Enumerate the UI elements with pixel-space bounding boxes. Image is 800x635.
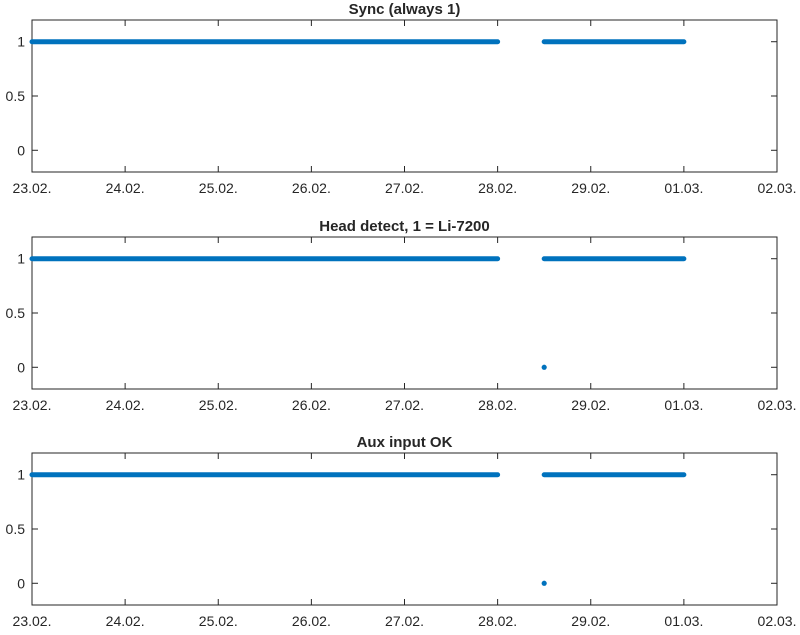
x-tick-label: 27.02. [385,613,424,629]
chart-panel-2: Head detect, 1 = Li-7200 23.02. 24.02. 25.0… [6,218,797,413]
y-tick-label: 1 [17,34,25,50]
x-tick-label: 25.02. [199,180,238,196]
x-tick-label: 24.02. [106,613,145,629]
chart-title: Head detect, 1 = Li-7200 [319,218,490,235]
x-tick-label: 26.02. [292,180,331,196]
y-tick-label: 0.5 [6,305,26,321]
data-point [541,580,547,586]
x-tick-label: 01.03. [664,180,703,196]
y-tick-label: 0.5 [6,521,26,537]
x-tick-label: 23.02. [13,180,52,196]
x-tick-label: 23.02. [13,397,52,413]
x-tick-label: 02.03. [758,613,797,629]
x-tick-label: 26.02. [292,397,331,413]
x-tick-label: 29.02. [571,180,610,196]
x-tick-label: 26.02. [292,613,331,629]
y-tick-label: 1 [17,251,25,267]
x-tick-label: 02.03. [758,397,797,413]
x-tick-label: 29.02. [571,397,610,413]
y-tick-label: 0.5 [6,88,26,104]
x-tick-label: 02.03. [758,180,797,196]
x-tick-label: 01.03. [664,397,703,413]
x-tick-label: 24.02. [106,180,145,196]
x-tick-label: 01.03. [664,613,703,629]
x-tick-label: 25.02. [199,613,238,629]
x-tick-label: 27.02. [385,180,424,196]
data-point [541,364,547,370]
x-tick-label: 24.02. [106,397,145,413]
chart-panel-1: Sync (always 1) 23.02. 24.02. 25.02. 26.02. 2… [6,1,797,196]
x-tick-label: 28.02. [478,613,517,629]
y-tick-label: 0 [17,142,25,158]
y-tick-label: 0 [17,359,25,375]
x-tick-label: 25.02. [199,397,238,413]
x-tick-label: 29.02. [571,613,610,629]
x-tick-label: 27.02. [385,397,424,413]
chart-title: Sync (always 1) [349,1,461,18]
y-tick-label: 0 [17,575,25,591]
y-tick-label: 1 [17,467,25,483]
x-tick-label: 23.02. [13,613,52,629]
x-tick-label: 28.02. [478,397,517,413]
chart-panel-3: Aux input OK 23.02. 24.02. 25.02. 26.02. 27.0… [6,434,797,629]
chart-title: Aux input OK [357,434,453,451]
x-tick-label: 28.02. [478,180,517,196]
